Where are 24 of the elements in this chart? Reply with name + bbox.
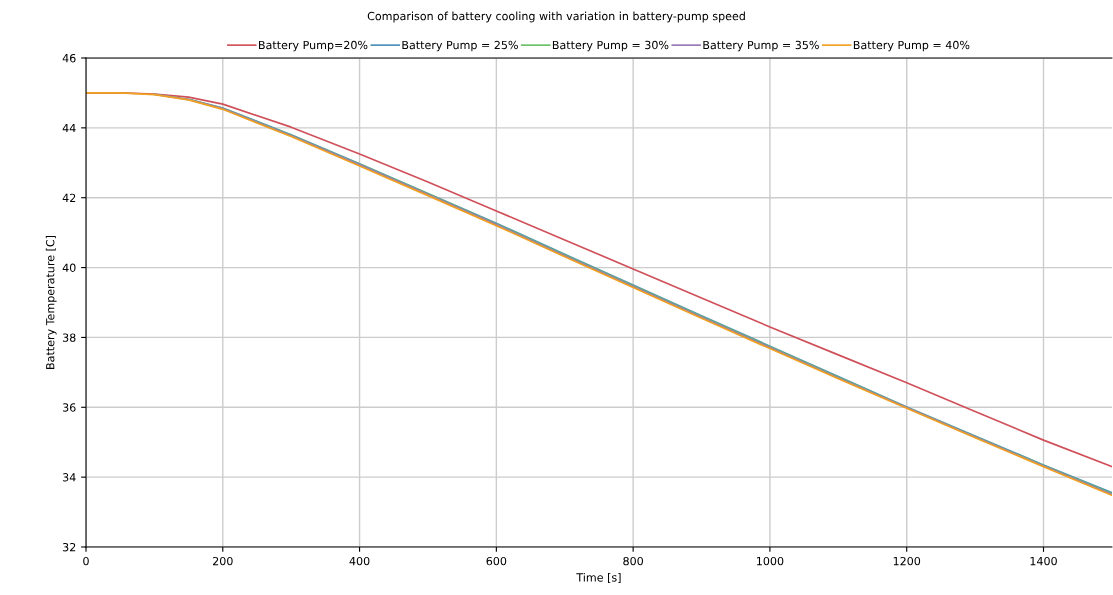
x-tick-label: 600	[486, 556, 507, 566]
y-tick-label: 46	[62, 53, 76, 63]
x-tick-label: 400	[349, 556, 370, 566]
y-tick-label: 32	[62, 542, 76, 552]
x-tick-label: 1200	[893, 556, 921, 566]
x-tick-label: 800	[623, 556, 644, 566]
y-axis-title: Battery Temperature [C]	[45, 235, 57, 369]
legend-label: Battery Pump = 30%	[552, 40, 669, 52]
x-axis-title: Time [s]	[576, 573, 621, 583]
legend-label: Battery Pump = 25%	[402, 40, 518, 52]
legend-label: Battery Pump = 40%	[853, 40, 970, 52]
x-tick-label: 1400	[1030, 556, 1057, 566]
y-tick-label: 44	[62, 123, 76, 133]
x-tick-label: 200	[213, 556, 233, 566]
y-tick-label: 34	[62, 473, 76, 482]
y-tick-label: 42	[62, 193, 76, 202]
y-tick-label: 40	[62, 263, 76, 272]
x-tick-label: 1000	[757, 556, 784, 566]
y-tick-label: 36	[62, 403, 76, 412]
legend-label: Battery Pump=20%	[259, 40, 368, 52]
chart-title: Comparison of battery cooling with variation in battery-pump speed	[367, 11, 745, 23]
legend-label: Battery Pump = 35%	[703, 40, 819, 52]
y-tick-label: 38	[62, 333, 76, 342]
x-tick-label: 0	[83, 556, 89, 566]
